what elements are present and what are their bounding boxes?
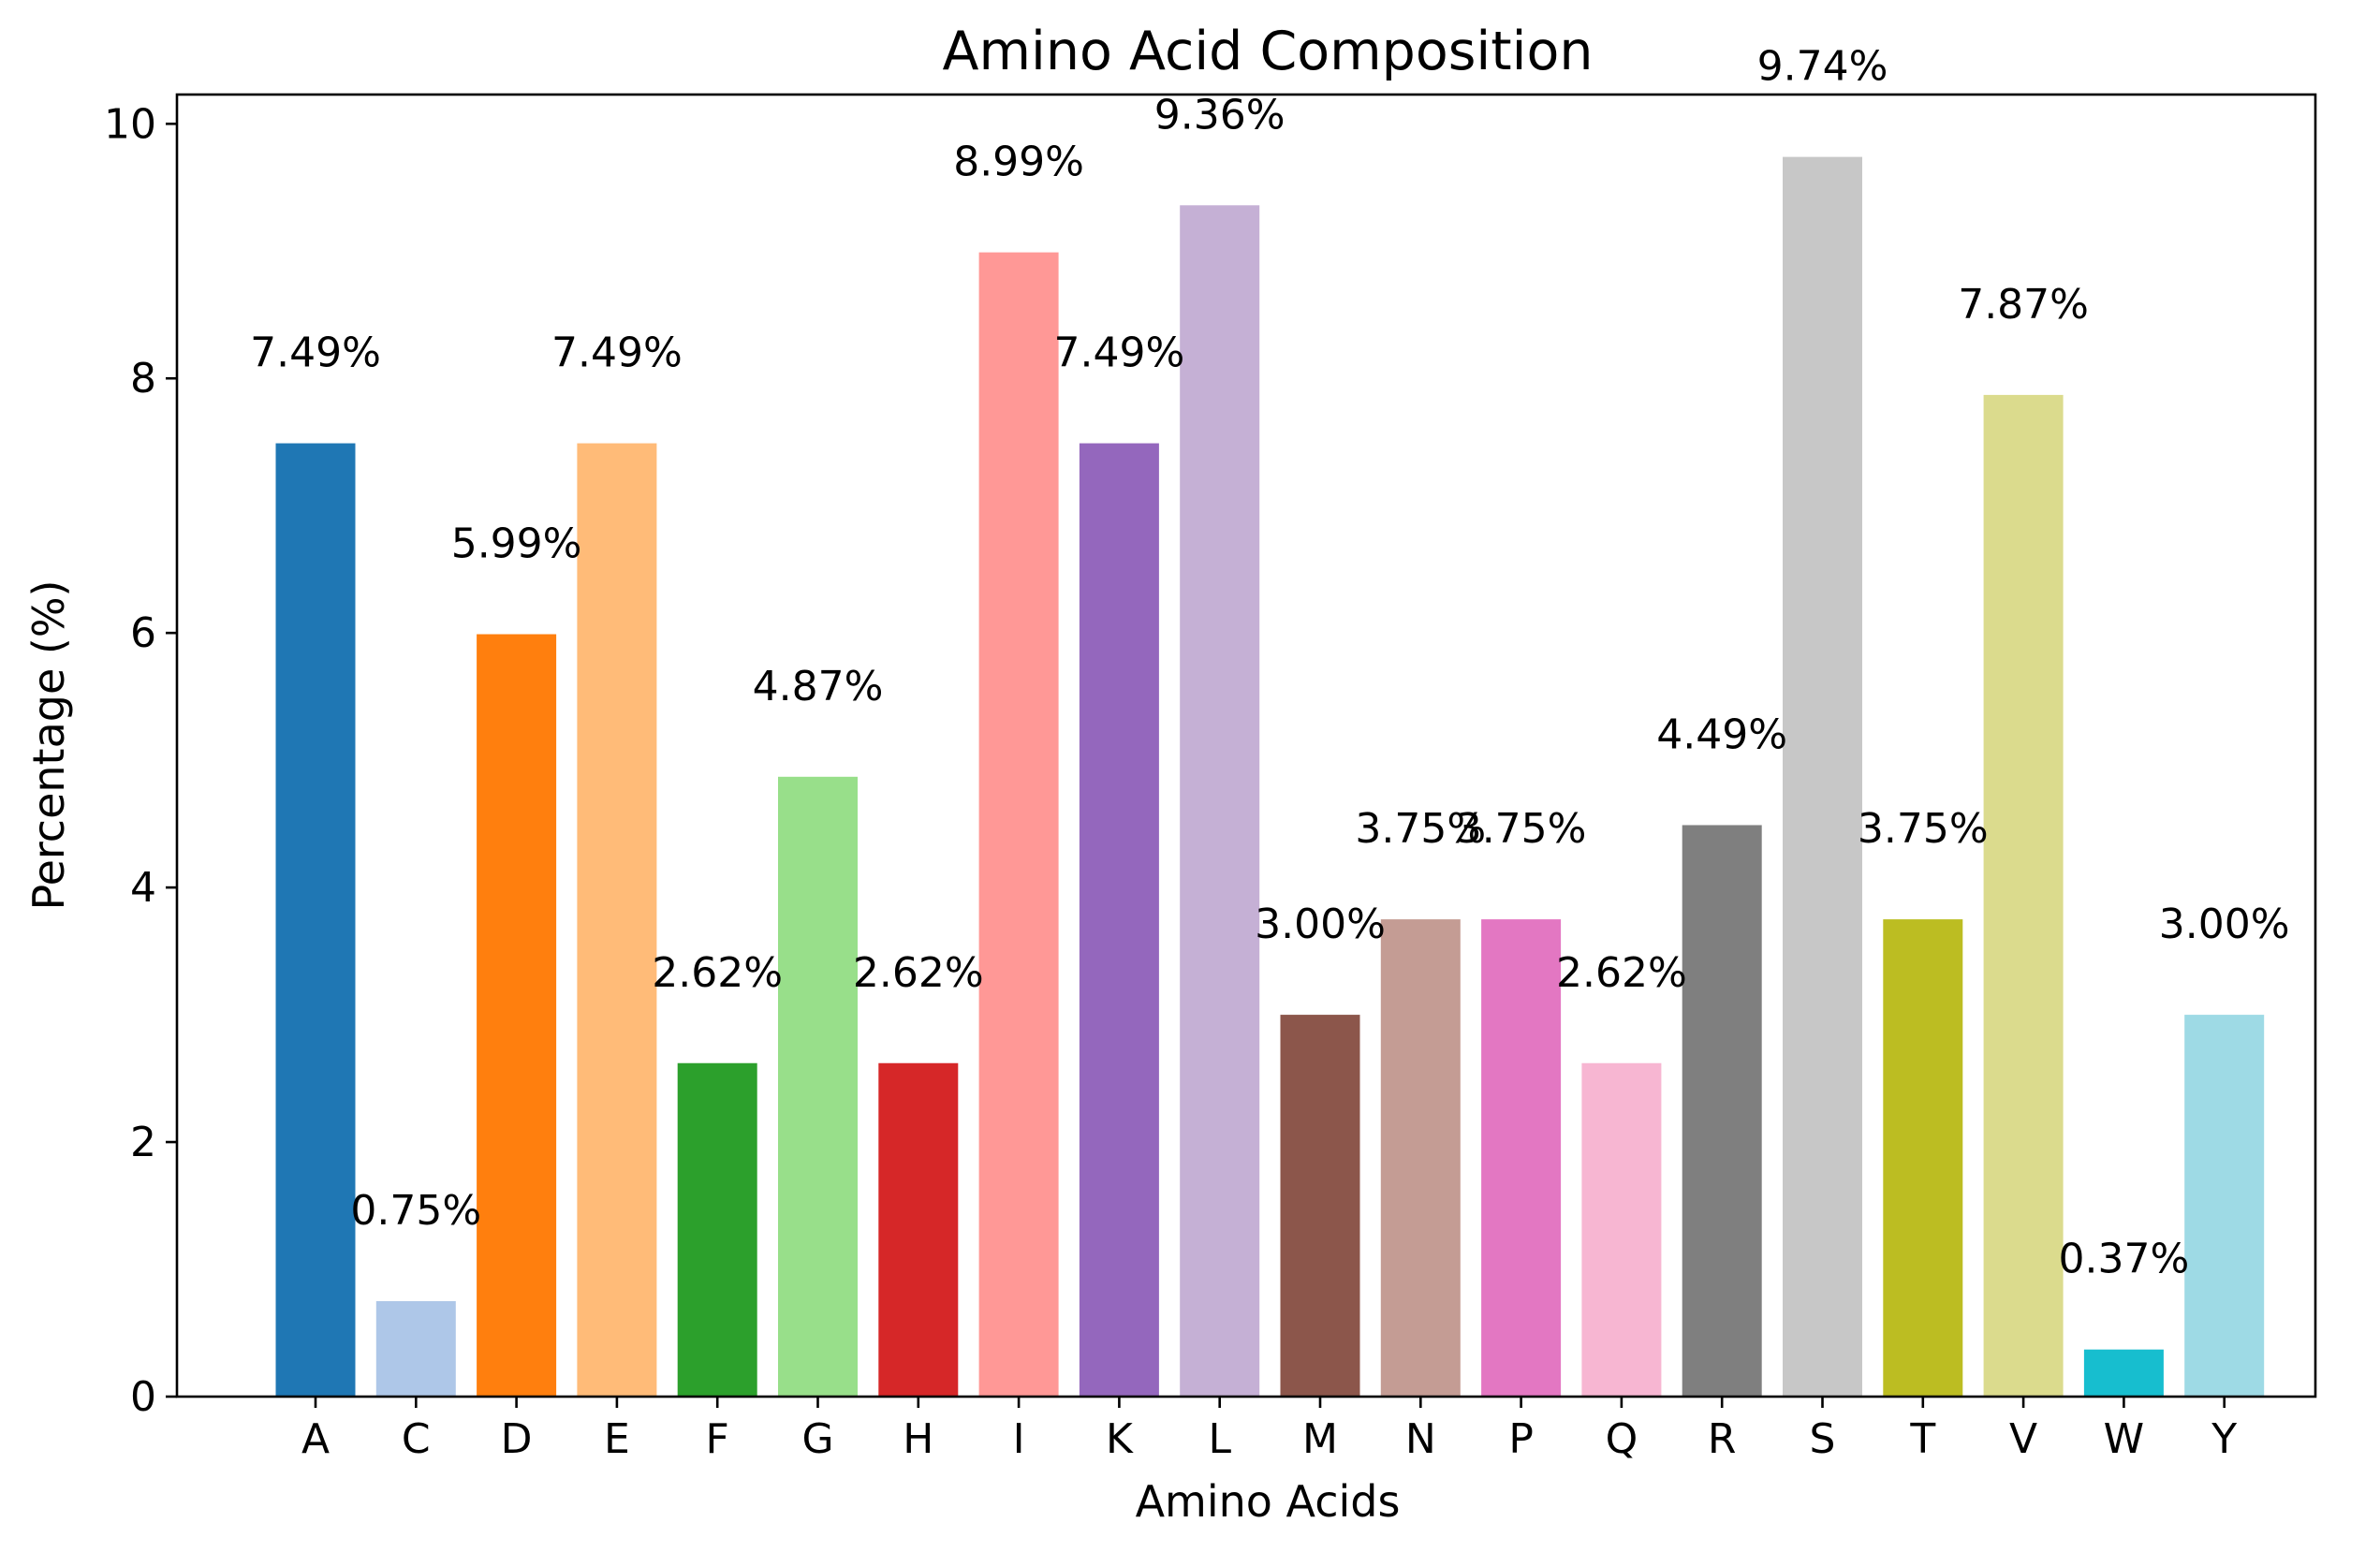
bar-P	[1481, 919, 1562, 1397]
data-label-G: 4.87%	[753, 663, 884, 710]
bar-C	[375, 1301, 456, 1397]
data-label-K: 7.49%	[1054, 329, 1185, 377]
y-tick-label-2: 2	[130, 1119, 156, 1166]
data-label-F: 2.62%	[652, 949, 783, 997]
bar-W	[2083, 1349, 2164, 1397]
x-tick-label-W: W	[2104, 1415, 2145, 1463]
data-label-E: 7.49%	[551, 329, 683, 377]
bar-K	[1079, 443, 1159, 1397]
data-label-P: 3.75%	[1456, 805, 1587, 853]
bar-T	[1883, 919, 1963, 1397]
bar-Q	[1581, 1062, 1662, 1397]
x-tick-label-K: K	[1106, 1415, 1134, 1463]
x-tick-label-T: T	[1909, 1415, 1935, 1463]
data-label-C: 0.75%	[350, 1187, 481, 1235]
data-label-V: 7.87%	[1958, 281, 2089, 329]
bar-I	[978, 252, 1059, 1397]
data-label-L: 9.36%	[1154, 91, 1285, 139]
bar-A	[275, 443, 356, 1397]
x-tick-label-A: A	[301, 1415, 330, 1463]
x-tick-label-Q: Q	[1606, 1415, 1638, 1463]
x-tick-label-I: I	[1013, 1415, 1025, 1463]
x-tick-label-S: S	[1810, 1415, 1836, 1463]
x-tick-label-N: N	[1405, 1415, 1436, 1463]
x-tick-label-R: R	[1708, 1415, 1737, 1463]
data-label-M: 3.00%	[1255, 900, 1386, 948]
data-label-S: 9.74%	[1757, 43, 1888, 91]
y-tick-label-10: 10	[104, 100, 156, 148]
x-tick-label-M: M	[1302, 1415, 1338, 1463]
data-label-H: 2.62%	[853, 949, 984, 997]
x-tick-label-E: E	[604, 1415, 630, 1463]
x-tick-label-F: F	[706, 1415, 729, 1463]
y-tick-label-6: 6	[130, 609, 156, 657]
x-tick-label-D: D	[501, 1415, 533, 1463]
x-axis-label: Amino Acids	[1136, 1476, 1401, 1527]
bar-S	[1783, 156, 1862, 1397]
chart-title: Amino Acid Composition	[943, 21, 1594, 82]
data-label-A: 7.49%	[250, 329, 381, 377]
x-tick-label-P: P	[1508, 1415, 1534, 1463]
bar-N	[1380, 919, 1461, 1397]
data-label-D: 5.99%	[451, 520, 582, 568]
bar-D	[477, 634, 557, 1397]
y-tick-label-4: 4	[130, 864, 156, 912]
data-labels-group: 7.49% 0.75% 5.99% 7.49% 2.62% 4.87% 2.62% 8.99%…	[250, 43, 2289, 1283]
x-tick-label-H: H	[903, 1415, 933, 1463]
plot-frame	[175, 93, 2317, 1398]
bar-R	[1682, 825, 1762, 1397]
y-tick-label-8: 8	[130, 355, 156, 403]
bar-E	[577, 443, 657, 1397]
x-tick-label-G: G	[801, 1415, 833, 1463]
data-label-T: 3.75%	[1858, 805, 1989, 853]
bar-L	[1180, 205, 1260, 1398]
x-tick-label-C: C	[402, 1415, 431, 1463]
data-label-I: 8.99%	[953, 139, 1084, 186]
data-label-W: 0.37%	[2059, 1236, 2190, 1283]
x-tick-label-Y: Y	[2211, 1415, 2237, 1463]
y-axis: 0 2 4 6 8 10	[104, 100, 177, 1421]
data-label-Q: 2.62%	[1556, 949, 1687, 997]
data-label-R: 4.49%	[1656, 710, 1787, 758]
y-tick-label-0: 0	[130, 1373, 156, 1421]
bar-G	[778, 776, 858, 1397]
x-tick-label-V: V	[2009, 1415, 2037, 1463]
bar-V	[1983, 394, 2064, 1398]
data-label-N: 3.75%	[1355, 805, 1486, 853]
bars-group	[275, 156, 2265, 1398]
data-label-Y: 3.00%	[2159, 900, 2290, 948]
bar-H	[878, 1062, 959, 1397]
x-tick-label-L: L	[1208, 1415, 1231, 1463]
bar-Y	[2184, 1015, 2265, 1397]
bar-F	[677, 1062, 757, 1397]
bar-M	[1280, 1015, 1360, 1397]
y-axis-label: Percentage (%)	[23, 580, 74, 911]
